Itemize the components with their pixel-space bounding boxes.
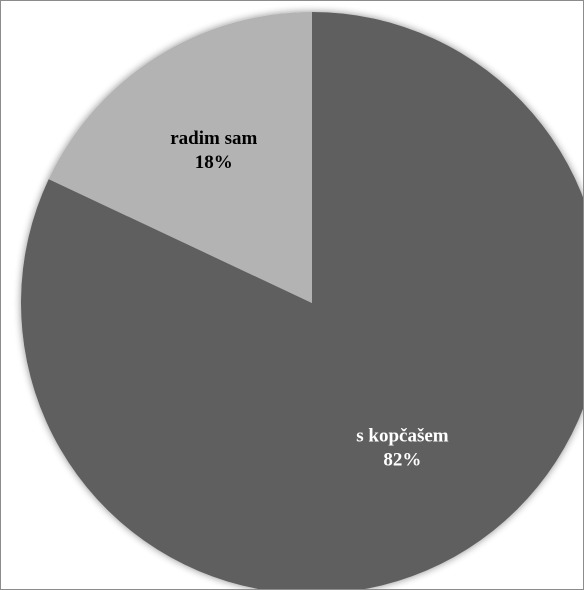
pie-labels: s kopčašem 82% radim sam 18%: [170, 128, 449, 470]
pie-slice-label-1: radim sam: [170, 128, 257, 149]
pie-slice-1: [48, 12, 313, 303]
pie-slice-value-0: 82%: [383, 450, 421, 471]
pie-slice-value-1: 18%: [195, 152, 233, 173]
pie-slices: [21, 12, 583, 589]
pie-slice-label-0: s kopčašem: [356, 426, 449, 447]
pie-slice-0: [21, 12, 583, 589]
